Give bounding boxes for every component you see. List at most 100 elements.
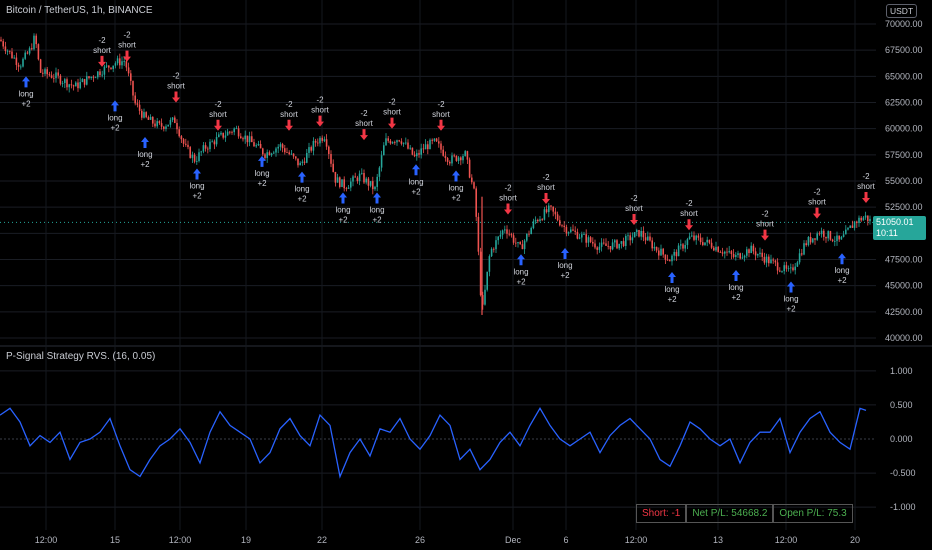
candle-body <box>358 173 361 182</box>
candle-body <box>262 148 264 155</box>
candle-body <box>675 251 678 257</box>
long-arrow <box>838 253 846 265</box>
short-signal-qty: -2 <box>285 100 293 109</box>
long-signal-label: long <box>107 113 122 122</box>
candle-body <box>207 148 209 150</box>
candle-body <box>132 80 134 96</box>
candle-body <box>61 82 64 84</box>
candle-body <box>633 232 636 238</box>
candle-body <box>75 82 77 87</box>
long-arrow <box>787 281 795 293</box>
candle-body <box>464 151 466 156</box>
candle-body <box>9 50 11 52</box>
candle-body <box>288 152 290 155</box>
candle-body <box>246 135 249 143</box>
price-tick-label: 55000.00 <box>885 176 923 186</box>
candle-body <box>587 237 590 243</box>
candle-body <box>473 182 475 189</box>
candle-body <box>543 209 546 220</box>
candle-body <box>697 235 700 238</box>
candle-body <box>422 148 425 150</box>
candle-body <box>257 144 260 146</box>
candle-body <box>215 137 218 145</box>
indicator-tick-label: -1.000 <box>890 502 916 512</box>
candle-body <box>171 117 174 120</box>
long-signal-qty: +2 <box>516 277 526 286</box>
candle-body <box>695 235 697 240</box>
candle-body <box>350 181 352 188</box>
candle-body <box>759 252 761 255</box>
candle-body <box>356 177 359 182</box>
candle-body <box>653 246 656 249</box>
candle-body <box>644 237 647 241</box>
candle-body <box>336 177 339 183</box>
short-arrow <box>123 50 131 62</box>
candle-body <box>35 35 37 45</box>
candle-body <box>724 251 726 254</box>
candle-body <box>70 84 73 86</box>
candle-body <box>785 265 788 269</box>
long-signal-label: long <box>189 181 204 190</box>
candle-body <box>708 239 711 243</box>
candle-body <box>248 136 251 143</box>
candle-body <box>0 39 2 42</box>
candle-body <box>825 236 827 239</box>
candle-body <box>59 75 62 84</box>
candle-body <box>253 142 255 147</box>
candle-body <box>682 244 684 249</box>
candle-body <box>317 142 319 144</box>
candle-body <box>141 110 143 118</box>
candle-body <box>534 219 537 222</box>
candle-body <box>792 267 794 271</box>
candle-body <box>286 152 288 154</box>
candle-body <box>640 230 642 237</box>
long-signal-qty: +2 <box>731 293 741 302</box>
short-signal-label: short <box>93 46 112 55</box>
candle-body <box>858 217 860 224</box>
candle-body <box>101 74 103 76</box>
candle-body <box>669 260 671 262</box>
candle-body <box>352 176 354 182</box>
candle-body <box>510 234 513 236</box>
candle-body <box>44 69 46 74</box>
candle-body <box>625 235 627 246</box>
indicator-title[interactable]: P-Signal Strategy RVS. (16, 0.05) <box>6 351 156 362</box>
candle-body <box>636 230 638 233</box>
candle-body <box>17 64 20 67</box>
long-signal-qty: +2 <box>837 276 847 285</box>
candle-body <box>752 245 755 252</box>
candle-body <box>552 206 554 212</box>
candle-body <box>814 238 816 240</box>
candle-body <box>818 233 821 235</box>
candle-body <box>838 235 840 240</box>
long-arrow <box>298 171 306 183</box>
candle-body <box>387 138 389 141</box>
candle-body <box>677 245 680 257</box>
candle-body <box>468 159 471 178</box>
candle-body <box>570 229 572 233</box>
time-tick-label: 20 <box>850 535 860 545</box>
candle-body <box>763 256 766 263</box>
candle-body <box>460 157 462 161</box>
currency-label[interactable]: USDT <box>886 4 918 18</box>
long-signal-qty: +2 <box>667 295 677 304</box>
candle-body <box>583 234 585 235</box>
candle-body <box>303 161 306 163</box>
short-signal-qty: -2 <box>685 199 693 208</box>
candle-body <box>611 242 614 250</box>
candle-body <box>119 58 121 66</box>
candle-body <box>26 52 29 54</box>
candle-body <box>361 172 363 174</box>
candle-body <box>180 136 183 140</box>
time-tick-label: 13 <box>713 535 723 545</box>
candle-body <box>754 251 757 256</box>
candle-body <box>431 139 433 141</box>
long-arrow <box>339 192 347 204</box>
short-signal-qty: -2 <box>862 172 870 181</box>
candle-body <box>277 146 279 149</box>
price-tick-label: 70000.00 <box>885 19 923 29</box>
candle-body <box>794 266 796 271</box>
candle-body <box>64 79 66 83</box>
candle-body <box>702 242 704 245</box>
